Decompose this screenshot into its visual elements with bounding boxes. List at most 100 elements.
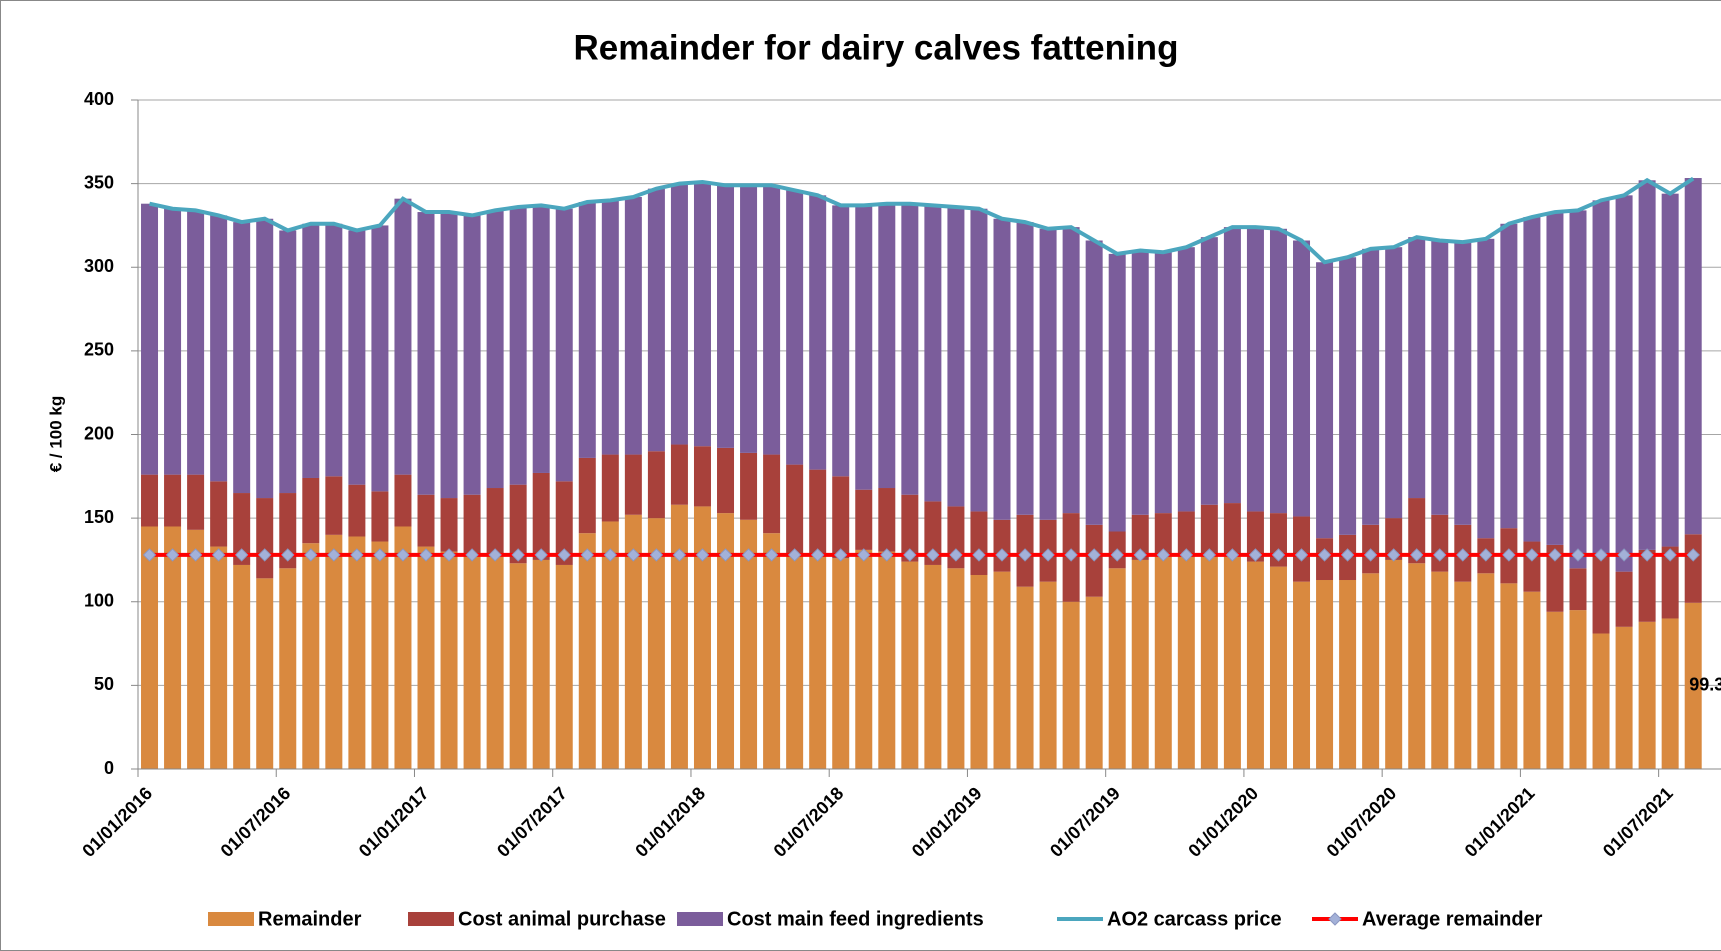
bar-segment xyxy=(1316,262,1334,539)
bar-segment xyxy=(1246,511,1264,562)
average-marker xyxy=(1202,548,1217,562)
bar-segment xyxy=(1385,247,1403,519)
average-marker xyxy=(1156,548,1170,562)
bar-segment xyxy=(1661,546,1679,619)
bar-segment xyxy=(1154,252,1172,514)
average-marker xyxy=(327,548,341,562)
bar-segment xyxy=(1200,554,1218,769)
average-marker xyxy=(1502,548,1516,562)
bar-segment xyxy=(417,546,435,769)
bar-segment xyxy=(1638,549,1656,622)
legend: Remainder Cost animal purchase Cost main f… xyxy=(208,908,1543,930)
average-marker xyxy=(350,548,364,562)
bar-segment xyxy=(1269,228,1287,514)
bar-segment xyxy=(1592,200,1610,555)
bar-segment xyxy=(279,493,297,569)
bar-segment xyxy=(670,504,688,769)
average-marker xyxy=(834,548,848,562)
bar-segment xyxy=(947,207,965,507)
legend-label: AO2 carcass price xyxy=(1107,908,1282,930)
y-tick-label: 300 xyxy=(84,256,114,276)
bar-segment xyxy=(1431,514,1449,572)
bar-segment xyxy=(717,185,735,448)
average-marker xyxy=(880,548,894,562)
average-marker xyxy=(972,548,986,562)
bar-segment xyxy=(1500,223,1518,529)
bar-segment xyxy=(1661,618,1679,769)
bar-segment xyxy=(1316,580,1334,769)
average-marker xyxy=(1433,548,1447,562)
bar-segment xyxy=(1477,573,1495,769)
average-marker xyxy=(419,548,433,562)
bar-segment xyxy=(1131,250,1149,515)
bar-segment xyxy=(371,491,389,542)
bar-segment xyxy=(601,200,619,455)
bar-segment xyxy=(1154,513,1172,557)
bar-segment xyxy=(371,225,389,492)
bar-segment xyxy=(1246,227,1264,512)
bar-segment xyxy=(717,447,735,514)
bar-segment xyxy=(1016,222,1034,515)
bar-segment xyxy=(302,543,320,769)
bar-segment xyxy=(1569,210,1587,569)
average-marker xyxy=(580,548,594,562)
bar-segment xyxy=(717,513,735,769)
bar-segment xyxy=(924,501,942,565)
average-marker xyxy=(373,548,387,562)
bar-segment xyxy=(786,190,804,465)
bar-segment xyxy=(1131,514,1149,560)
bar-segment xyxy=(1246,561,1264,769)
bar-segment xyxy=(1592,554,1610,634)
bar-segment xyxy=(624,454,642,515)
bar-segment xyxy=(855,489,873,550)
bar-segment xyxy=(1431,240,1449,515)
average-marker xyxy=(534,548,548,562)
average-marker xyxy=(695,548,710,562)
bar-segment xyxy=(1154,556,1172,769)
bar-segment xyxy=(1523,591,1541,769)
bar-segment xyxy=(1177,247,1195,512)
bar-segment xyxy=(486,488,504,557)
bar-segment xyxy=(1661,193,1679,547)
bar-segment xyxy=(486,210,504,489)
bar-segment xyxy=(763,185,781,455)
bar-segment xyxy=(233,564,251,769)
bar-segment xyxy=(1131,559,1149,769)
average-marker xyxy=(1594,548,1608,562)
average-marker xyxy=(165,548,180,562)
bars: 99.35 xyxy=(141,178,1721,769)
bar-segment xyxy=(394,198,412,475)
bar-segment xyxy=(1085,596,1103,769)
bar-segment xyxy=(670,444,688,505)
average-marker xyxy=(949,548,963,562)
bar-segment xyxy=(417,494,435,547)
bar-segment xyxy=(993,218,1011,520)
bar-segment xyxy=(1177,554,1195,769)
average-marker xyxy=(741,548,756,562)
bar-segment xyxy=(601,521,619,769)
bar-segment xyxy=(210,215,228,482)
y-tick-label: 200 xyxy=(84,423,114,443)
average-marker xyxy=(211,548,226,562)
y-axis-label: € / 100 kg xyxy=(46,396,65,473)
average-marker xyxy=(511,548,525,562)
bar-segment xyxy=(1293,581,1311,769)
bar-segment xyxy=(348,484,366,537)
bar-segment xyxy=(1454,581,1472,769)
average-marker xyxy=(857,548,871,562)
bar-segment xyxy=(302,223,320,478)
bar-segment xyxy=(1085,240,1103,525)
bar-segment xyxy=(256,498,274,579)
legend-label: Remainder xyxy=(258,908,362,930)
bar-segment xyxy=(394,526,412,769)
bar-segment xyxy=(670,183,688,445)
lines xyxy=(142,176,1700,562)
bar-segment xyxy=(1546,544,1564,612)
bar-segment xyxy=(855,205,873,490)
average-marker xyxy=(1087,548,1101,562)
bar-segment xyxy=(463,494,481,555)
bar-segment xyxy=(1062,601,1080,769)
average-marker xyxy=(396,548,410,562)
bar-segment xyxy=(901,494,919,562)
average-marker xyxy=(1294,548,1309,562)
